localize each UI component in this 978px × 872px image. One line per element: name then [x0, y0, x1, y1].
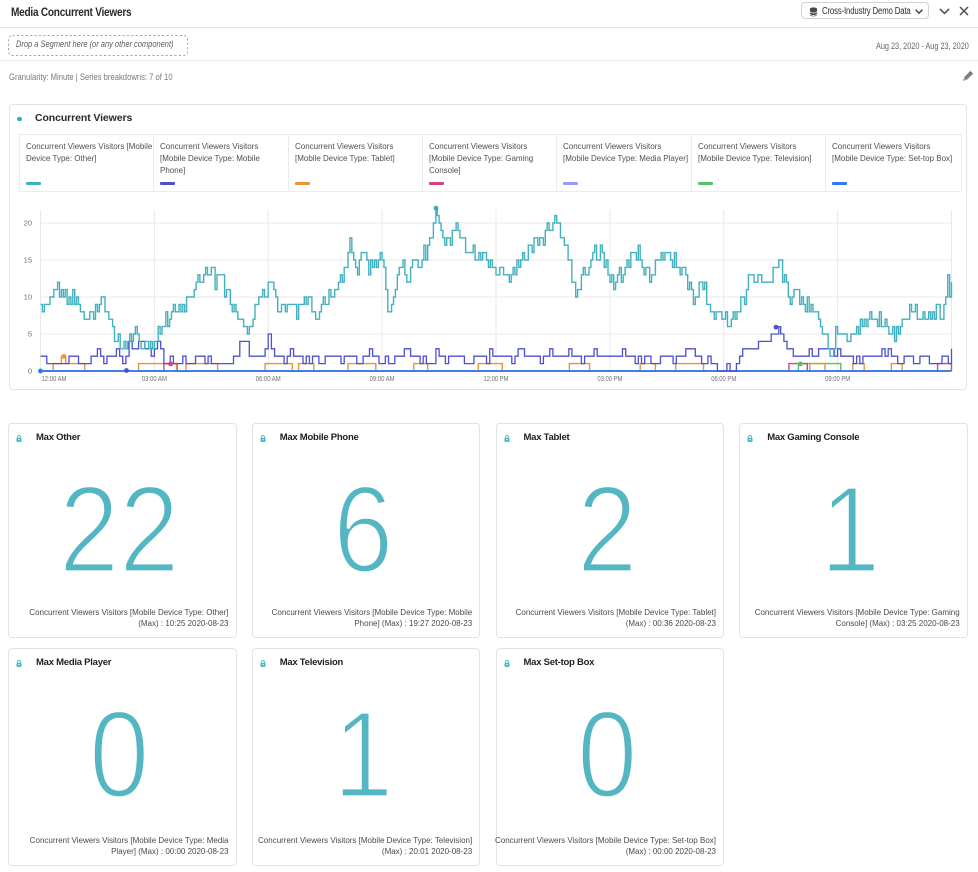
svg-text:03:00 PM: 03:00 PM: [597, 374, 622, 383]
svg-text:09:00 PM: 09:00 PM: [825, 374, 850, 383]
svg-text:12:00 AM: 12:00 AM: [42, 374, 67, 383]
svg-text:06:00 AM: 06:00 AM: [256, 374, 281, 383]
svg-text:10: 10: [24, 293, 32, 302]
svg-text:0: 0: [28, 367, 32, 376]
svg-text:5: 5: [28, 330, 32, 339]
svg-text:20: 20: [24, 219, 32, 228]
svg-text:03:00 AM: 03:00 AM: [142, 374, 167, 383]
svg-text:12:00 PM: 12:00 PM: [484, 374, 509, 383]
svg-text:09:00 AM: 09:00 AM: [370, 374, 395, 383]
svg-text:06:00 PM: 06:00 PM: [711, 374, 736, 383]
svg-text:15: 15: [24, 256, 32, 265]
